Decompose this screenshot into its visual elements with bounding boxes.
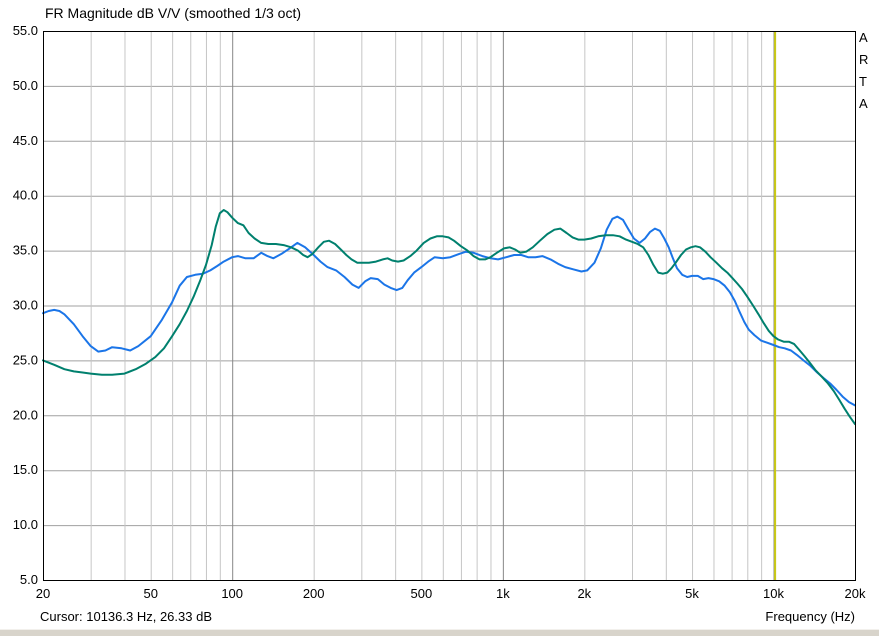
x-tick-label: 10k	[763, 586, 784, 601]
y-tick-label: 55.0	[13, 23, 38, 38]
y-tick-label: 25.0	[13, 352, 38, 367]
statusbar-strip	[0, 629, 879, 636]
y-tick-label: 5.0	[20, 572, 38, 587]
y-tick-label: 20.0	[13, 407, 38, 422]
x-tick-label: 500	[411, 586, 433, 601]
measurement-green-curve	[42, 209, 856, 426]
x-axis-title: Frequency (Hz)	[765, 609, 855, 624]
arta-letter: A	[859, 96, 868, 111]
y-tick-label: 50.0	[13, 78, 38, 93]
y-tick-label: 35.0	[13, 243, 38, 258]
plot-frame	[43, 31, 856, 581]
arta-letter: R	[859, 52, 869, 67]
y-tick-label: 10.0	[13, 517, 38, 532]
x-tick-label: 100	[221, 586, 243, 601]
x-tick-label: 200	[303, 586, 325, 601]
cursor-readout: Cursor: 10136.3 Hz, 26.33 dB	[40, 609, 212, 624]
y-tick-label: 30.0	[13, 298, 38, 313]
y-tick-label: 15.0	[13, 462, 38, 477]
y-tick-label: 40.0	[13, 188, 38, 203]
arta-letter: T	[859, 74, 867, 89]
x-tick-label: 5k	[685, 586, 699, 601]
measurement-blue-curve	[42, 215, 856, 407]
x-tick-label: 50	[143, 586, 157, 601]
x-tick-label: 2k	[577, 586, 591, 601]
x-tick-label: 1k	[496, 586, 510, 601]
arta-letter: A	[859, 30, 868, 45]
y-tick-label: 45.0	[13, 133, 38, 148]
x-tick-label: 20	[36, 586, 50, 601]
x-tick-label: 20k	[845, 586, 866, 601]
fr-plot[interactable]: 55.0 50.0 45.0 40.0 35.0 30.0 25.0 20.0 15.0 10.0…	[0, 0, 879, 608]
page-title: FR Magnitude dB V/V (smoothed 1/3 oct)	[45, 5, 302, 21]
arta-logo: A R T A	[859, 27, 868, 115]
